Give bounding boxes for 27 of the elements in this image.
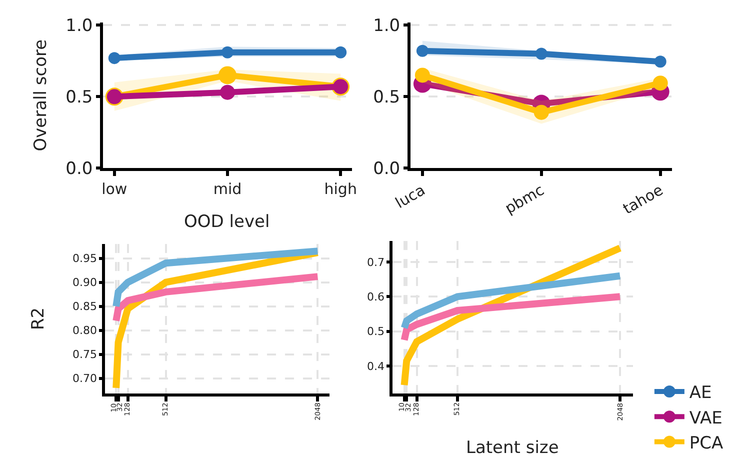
legend-label: VAE [689,408,722,428]
x-axis-title: Latent size [466,438,559,458]
y-axis-title: R2 [28,307,48,330]
x-tick-label: low [102,180,128,198]
y-tick-label: 0.90 [72,276,98,290]
y-tick-label: 0.85 [72,300,98,314]
x-tick-label: luca [392,180,428,212]
y-tick-label: 0.75 [72,348,98,362]
y-tick-label: 0.0 [373,159,400,180]
y-tick-label: 1.0 [373,16,400,36]
legend-label: PCA [689,433,724,454]
y-tick-label: 0.5 [373,88,400,108]
x-axis-title: OOD level [184,212,270,232]
y-axis-title: Overall score [30,39,51,152]
x-tick-label: high [324,180,357,198]
y-tick-label: 1.0 [66,16,93,36]
y-tick-label: 0.7 [366,256,384,269]
y-tick-label: 0.6 [366,290,384,304]
y-tick-label: 0.4 [366,360,384,373]
y-tick-label: 0.70 [72,372,98,386]
y-tick-label: 0.5 [366,325,384,338]
y-tick-label: 0.95 [72,252,98,266]
legend-label: AE [689,383,712,404]
y-tick-label: 0.5 [66,88,93,108]
x-tick-label: mid [213,180,242,198]
y-tick-label: 0.80 [72,324,98,338]
y-tick-label: 0.0 [66,159,93,180]
